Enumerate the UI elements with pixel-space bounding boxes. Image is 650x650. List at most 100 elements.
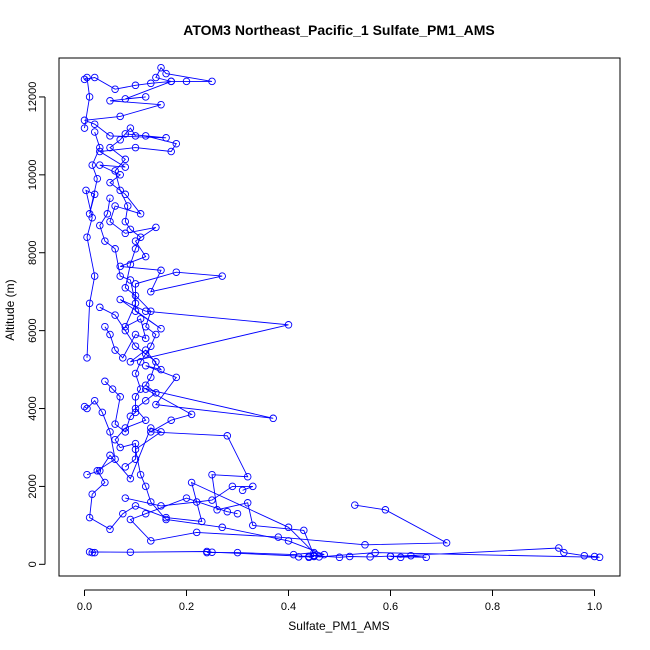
axes: 0.0 0.2 0.4 0.6 0.8 1.0 0 2000 4000 6000 8000 10000… bbox=[27, 82, 602, 613]
data-point bbox=[141, 361, 150, 370]
data-point bbox=[131, 502, 140, 510]
data-point bbox=[172, 373, 181, 382]
data-point bbox=[147, 373, 155, 382]
data-point bbox=[90, 272, 99, 280]
data-point bbox=[284, 523, 293, 532]
series-line bbox=[104, 127, 157, 433]
data-point bbox=[555, 544, 563, 552]
data-point bbox=[111, 311, 119, 319]
data-point bbox=[289, 550, 298, 559]
data-point bbox=[121, 130, 130, 138]
data-point bbox=[152, 330, 160, 339]
x-tick-label: 0.6 bbox=[383, 601, 398, 613]
data-point bbox=[131, 404, 140, 413]
data-point bbox=[111, 420, 119, 428]
data-point bbox=[147, 79, 155, 88]
data-point bbox=[442, 539, 451, 547]
data-point bbox=[315, 553, 323, 561]
data-point bbox=[141, 381, 150, 389]
data-point bbox=[167, 416, 175, 424]
data-point bbox=[121, 229, 130, 238]
data-point bbox=[131, 439, 140, 448]
data-point bbox=[147, 498, 155, 506]
data-point bbox=[85, 513, 94, 522]
data-point bbox=[136, 233, 145, 241]
data-point bbox=[116, 171, 124, 179]
data-point bbox=[162, 69, 170, 78]
data-point bbox=[147, 537, 155, 545]
data-point bbox=[131, 245, 140, 253]
data-point bbox=[131, 369, 140, 378]
data-point bbox=[83, 233, 91, 241]
data-point bbox=[192, 528, 201, 537]
data-point bbox=[305, 553, 313, 562]
series-line bbox=[86, 427, 325, 558]
data-point bbox=[233, 548, 242, 557]
data-point bbox=[187, 410, 196, 419]
data-point bbox=[106, 451, 114, 460]
data-point bbox=[101, 478, 109, 487]
series-9 bbox=[121, 482, 257, 510]
y-tick-label: 12000 bbox=[27, 82, 39, 113]
chart-title: ATOM3 Northeast_Pacific_1 Sulfate_PM1_AM… bbox=[183, 22, 494, 38]
data-point bbox=[310, 552, 318, 561]
data-point bbox=[88, 161, 96, 169]
data-point bbox=[80, 402, 89, 411]
data-point bbox=[116, 393, 124, 401]
data-point bbox=[131, 393, 140, 401]
data-point bbox=[131, 143, 140, 152]
y-tick-label: 0 bbox=[27, 561, 39, 567]
data-point bbox=[320, 550, 328, 559]
data-point bbox=[335, 553, 344, 562]
data-point bbox=[106, 97, 114, 105]
data-point bbox=[126, 124, 135, 132]
series-line bbox=[129, 497, 449, 546]
data-point bbox=[121, 284, 130, 292]
data-point bbox=[126, 412, 135, 421]
data-point bbox=[141, 416, 150, 424]
data-point bbox=[152, 358, 160, 366]
data-point bbox=[218, 272, 226, 280]
data-point bbox=[90, 128, 99, 136]
data-point bbox=[126, 225, 135, 234]
data-point bbox=[83, 404, 91, 413]
data-point bbox=[106, 525, 114, 534]
series-1 bbox=[80, 63, 604, 562]
data-point bbox=[106, 194, 114, 202]
data-point bbox=[101, 322, 109, 331]
data-point bbox=[243, 472, 252, 481]
data-point bbox=[106, 143, 114, 152]
series-6 bbox=[96, 194, 150, 362]
data-point bbox=[152, 73, 160, 82]
data-point bbox=[157, 324, 165, 333]
data-point bbox=[121, 217, 130, 226]
data-point bbox=[157, 502, 165, 510]
data-point bbox=[381, 506, 390, 514]
data-point bbox=[96, 303, 104, 312]
data-point bbox=[233, 509, 242, 518]
data-point bbox=[90, 190, 99, 199]
data-point bbox=[131, 291, 140, 300]
data-point bbox=[88, 490, 96, 498]
data-point bbox=[407, 551, 415, 560]
data-point bbox=[85, 548, 94, 556]
data-point bbox=[141, 334, 150, 343]
data-point bbox=[157, 365, 165, 374]
data-point bbox=[141, 396, 150, 405]
data-point bbox=[595, 553, 604, 562]
data-point bbox=[90, 73, 99, 82]
data-point bbox=[147, 287, 155, 296]
data-point bbox=[111, 346, 119, 354]
data-point bbox=[182, 77, 191, 86]
plot-frame bbox=[58, 57, 621, 577]
data-point bbox=[136, 385, 145, 393]
data-point bbox=[366, 553, 374, 561]
data-point bbox=[238, 486, 247, 495]
x-axis-label: Sulfate_PM1_AMS bbox=[288, 619, 389, 633]
data-point bbox=[106, 217, 114, 226]
data-point bbox=[93, 174, 102, 183]
data-point bbox=[116, 272, 124, 280]
data-point bbox=[351, 501, 359, 509]
data-point bbox=[101, 377, 109, 386]
y-tick-label: 6000 bbox=[27, 318, 39, 342]
